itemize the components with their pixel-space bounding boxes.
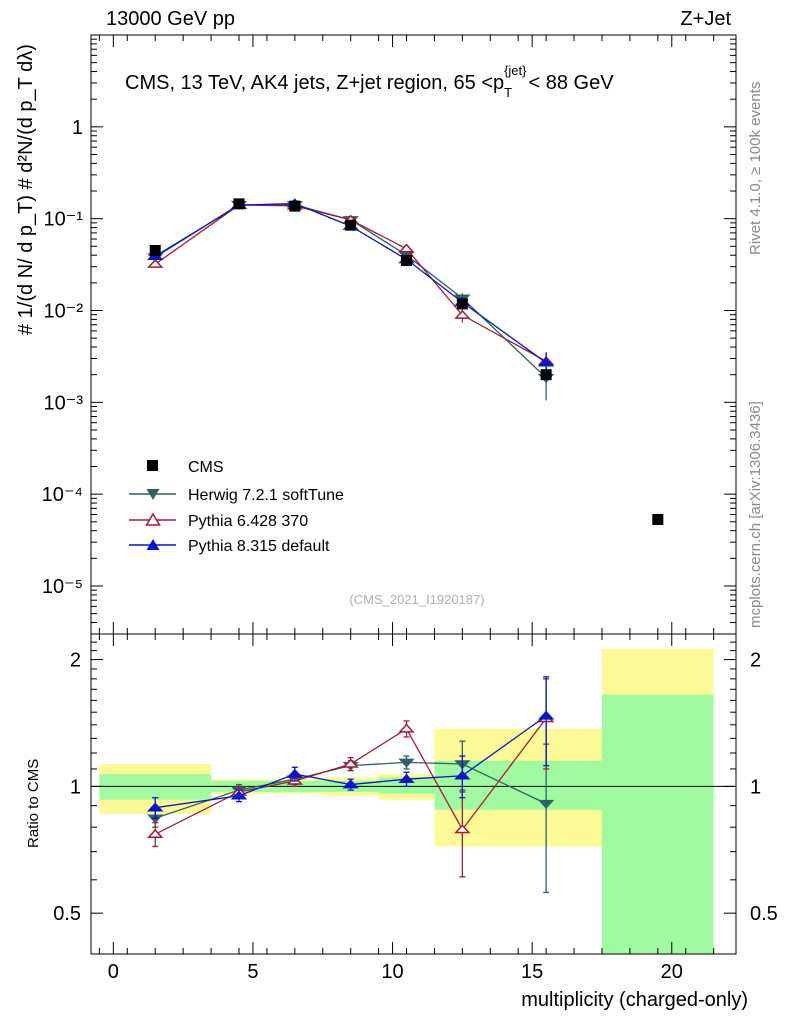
pythia6-ratio-point <box>147 828 164 838</box>
legend-pythia8-marker <box>146 539 160 550</box>
cms-data-point <box>401 255 413 267</box>
pythia8-ratio-point <box>286 768 304 778</box>
main-y-tick-label: 10⁻⁵ <box>42 576 83 598</box>
header-left: 13000 GeV pp <box>106 8 235 30</box>
herwig-main-line <box>154 204 547 379</box>
main-y-tick-label: 1 <box>72 117 83 139</box>
plot-title: CMS, 13 TeV, AK4 jets, Z+jet region, 65 … <box>125 63 614 100</box>
ratio-y-tick-label-left: 0.5 <box>53 903 81 925</box>
ratio-y-tick-label-right: 2 <box>750 650 761 672</box>
main-y-tick-label: 10⁻⁴ <box>42 484 83 506</box>
ratio-y-axis-label: Ratio to CMS <box>25 759 42 848</box>
legend-herwig-label: Herwig 7.2.1 softTune <box>188 487 344 504</box>
ratio-y-tick-label-left: 1 <box>70 776 81 798</box>
pythia6-ratio-point <box>342 758 359 768</box>
analysis-watermark: (CMS_2021_I1920187) <box>349 592 484 607</box>
herwig-ratio-point <box>537 799 555 809</box>
x-tick-label: 0 <box>108 961 119 983</box>
legend: CMS Herwig 7.2.1 softTune Pythia 6.428 3… <box>129 459 344 555</box>
main-series-layer <box>147 198 664 525</box>
ratio-band-inner-6 <box>601 694 714 954</box>
cms-data-point <box>289 200 301 212</box>
cms-data-point <box>233 198 245 210</box>
cms-data-point <box>456 298 468 310</box>
legend-cms-marker <box>147 460 158 471</box>
cms-data-point <box>345 219 357 231</box>
x-tick-label: 10 <box>381 961 403 983</box>
pythia8-ratio-point <box>537 710 555 720</box>
main-y-tick-label: 10⁻² <box>44 300 84 322</box>
header-right: Z+Jet <box>680 8 731 30</box>
mcplots-label: mcplots.cern.ch [arXiv:1306.3436] <box>747 401 764 628</box>
x-tick-label: 15 <box>521 961 543 983</box>
legend-pythia8-label: Pythia 8.315 default <box>188 538 330 555</box>
ratio-y-tick-label-right: 1 <box>750 776 761 798</box>
cms-data-point <box>652 513 664 525</box>
pythia6-main-point <box>454 309 471 319</box>
pythia8-ratio-point <box>147 802 164 812</box>
cms-data-point <box>540 369 552 381</box>
main-y-tick-label: 10⁻¹ <box>44 209 84 231</box>
ratio-series-layer <box>147 676 555 894</box>
legend-pythia6-marker <box>145 512 161 526</box>
pythia8-ratio-point <box>230 790 248 800</box>
ratio-frame <box>90 633 737 955</box>
x-tick-label: 20 <box>661 961 683 983</box>
ratio-y-tick-label-right: 0.5 <box>750 903 778 925</box>
ratio-uncertainty-bands <box>91 648 736 954</box>
pythia6-ratio-point <box>398 723 415 733</box>
cms-data-point <box>149 245 161 257</box>
pythia8-ratio-point <box>342 779 359 789</box>
x-axis-label: multiplicity (charged-only) <box>521 989 748 1011</box>
legend-pythia6-label: Pythia 6.428 370 <box>188 513 308 530</box>
pythia8-main-point <box>537 357 555 367</box>
legend-herwig-marker <box>146 489 160 500</box>
rivet-version-label: Rivet 4.1.0, ≥ 100k events <box>747 82 764 255</box>
pythia6-main-point <box>398 243 415 253</box>
main-y-tick-label: 10⁻³ <box>44 392 84 414</box>
main-y-axis-label: # 1/(d N/ d p_T) # d²N/(d p_T dλ) <box>15 44 37 335</box>
ratio-y-tick-label-left: 2 <box>70 650 81 672</box>
x-tick-label: 5 <box>247 961 258 983</box>
pythia6-ratio-point <box>454 824 471 834</box>
pythia8-ratio-point <box>454 770 471 780</box>
pythia6-main-point <box>147 258 164 268</box>
legend-cms-label: CMS <box>188 459 224 476</box>
pythia8-ratio-point <box>398 773 415 783</box>
herwig-ratio-point <box>398 758 415 768</box>
